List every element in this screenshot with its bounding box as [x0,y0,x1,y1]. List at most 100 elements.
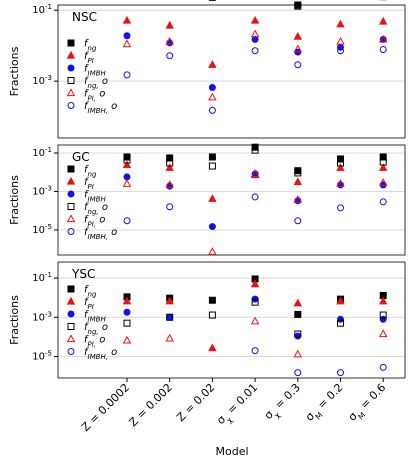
marker-square [208,153,216,161]
x-tick-label: σχ = 0.01 [214,381,263,430]
legend-label: fPI [84,177,94,191]
marker-circle [123,308,131,316]
marker-triangle [293,177,303,186]
marker-circle [251,47,259,55]
marker-triangle [293,31,303,40]
marker-square [123,319,131,327]
marker-triangle [122,179,132,187]
marker-triangle [208,194,217,202]
marker-square [251,146,259,154]
marker-triangle [378,178,388,186]
marker-square [67,323,75,330]
marker-circle [67,102,75,109]
marker-square [67,77,75,84]
marker-circle [294,217,302,225]
y-tick-label: 10-3 [32,184,52,197]
y-tick-label: 10-1 [32,271,52,284]
marker-triangle [293,349,303,358]
marker-triangle [165,20,174,29]
marker-triangle [250,279,260,288]
marker-circle [294,369,302,377]
marker-square [123,156,131,164]
legend-label: fPI [84,297,94,311]
legend-label: fPI [84,51,94,65]
marker-square [294,2,302,10]
legend-label: fPI, o [84,335,105,349]
legend-label: fIMBH [84,190,106,204]
marker-circle [166,52,174,60]
marker-triangle [336,179,345,187]
marker-circle [337,315,344,323]
marker-square [67,203,75,210]
marker-square [379,311,387,319]
marker-triangle [336,296,345,305]
x-tick-label: Z = 0.02 [174,381,217,424]
marker-square [294,310,302,318]
marker-triangle [165,296,174,305]
legend-label: fng [84,165,97,179]
marker-triangle [208,343,217,352]
marker-triangle [165,163,174,171]
legend-label: fng, o [84,322,108,336]
marker-square [67,285,75,293]
legend-label: fng [84,39,97,53]
marker-circle [379,315,387,323]
marker-circle [251,347,259,355]
marker-triangle [122,335,132,344]
marker-triangle [66,214,76,223]
marker-circle [294,61,302,69]
plot-frame [57,144,406,256]
y-axis-label: Fractions [8,175,21,225]
marker-circle [123,173,131,181]
marker-circle [337,369,344,377]
marker-triangle [378,296,388,305]
marker-triangle [122,15,132,24]
panel-title: NSC [72,10,97,24]
marker-triangle [293,195,303,203]
legend-label: fIMBH, o [84,101,117,115]
marker-circle [166,203,174,211]
marker-triangle [378,16,388,25]
marker-square [337,159,344,167]
x-tick-label: σχ = 0.3 [262,381,306,425]
y-axis-label: Fractions [8,46,21,96]
marker-triangle [378,163,388,171]
plot-frame [57,4,406,139]
legend-label: fIMBH [84,64,106,78]
marker-triangle [250,169,260,177]
marker-triangle [66,88,76,97]
y-tick-label: 10-5 [32,349,52,362]
legend-label: fIMBH [84,310,106,324]
marker-triangle [250,316,260,325]
legend-label: fIMBH, o [84,347,117,361]
marker-square [337,319,344,327]
plot-frame [57,261,406,379]
legend-label: fIMBH, o [84,227,117,241]
marker-square [251,298,259,306]
y-tick-label: 10-5 [32,223,52,236]
marker-square [379,158,387,166]
marker-triangle [165,333,174,342]
x-tick-label: Z = 0.0002 [79,381,132,434]
marker-square [166,313,174,321]
marker-triangle [122,296,132,305]
marker-triangle [293,44,303,53]
legend-label: fng, o [84,76,108,90]
marker-triangle [336,36,345,45]
marker-circle [208,84,216,92]
marker-circle [67,310,75,318]
panel-title: GC [72,150,90,164]
marker-triangle [165,180,174,188]
marker-circle [337,204,344,212]
marker-circle [67,228,75,235]
marker-square [166,159,174,167]
marker-circle [123,217,131,225]
marker-square [294,169,302,177]
marker-circle [379,198,387,206]
marker-square [67,39,75,47]
marker-circle [379,45,387,53]
x-tick-label: Z = 0.002 [127,381,175,429]
marker-square [208,162,216,170]
marker-square [208,296,216,304]
